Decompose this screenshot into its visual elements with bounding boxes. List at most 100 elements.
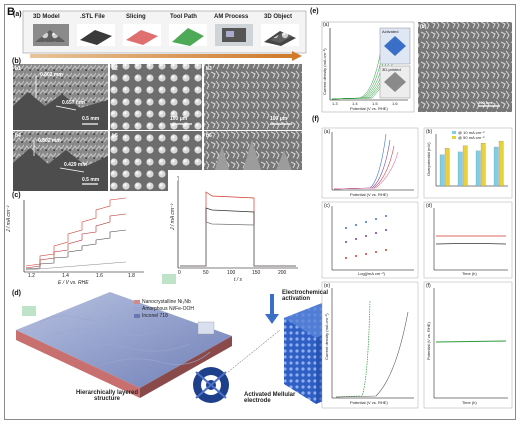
step-slicing-label: Slicing — [126, 14, 146, 20]
sem-b3 — [204, 64, 302, 130]
f-sub-b: (b) — [426, 129, 433, 135]
panel-f — [321, 127, 513, 409]
cv-xtick-3: 1.6 — [96, 273, 103, 279]
step-stl-label: .STL File — [80, 14, 105, 20]
cv-xtick-2: 1.4 — [62, 273, 69, 279]
scale-b5: 100 μm — [170, 177, 188, 183]
f-f-xlabel: Time (h) — [462, 400, 477, 405]
legend-inconel: Inconel 718 — [142, 313, 168, 319]
chrono-xtick-5: 200 — [278, 270, 287, 276]
lsv-plot — [321, 21, 415, 113]
measure-b1-width: 0.657 mm — [62, 100, 85, 106]
scale-b1: 0.5 mm — [82, 116, 100, 122]
sem-b1-label: b1 — [15, 66, 21, 72]
lsv-xlabel: Potential (V vs. RHE) — [350, 106, 388, 111]
layered-caption: Hierarchically layered structure — [75, 390, 139, 402]
chrono-ylabel: J / mA cm⁻² — [170, 203, 176, 230]
cv-xtick-4: 1.8 — [128, 273, 135, 279]
f-sub-d: (d) — [426, 203, 433, 209]
f-e-ylabel: Current density (mA cm⁻²) — [324, 313, 329, 360]
lsv-xtick-1: 1.3 — [332, 101, 338, 106]
lsv-xtick-2: 1.4 — [352, 101, 358, 106]
f-sub-c: (c) — [324, 203, 330, 209]
lsv-xtick-3: 1.5 — [372, 101, 378, 106]
panel-e-label: (e) — [310, 8, 319, 15]
bar-3-1 — [498, 141, 504, 187]
activation-label: Electrochemical activation — [282, 290, 329, 302]
bar-0-0 — [439, 154, 445, 187]
panel-f-label: (f) — [312, 116, 319, 123]
figure-label: B — [7, 6, 15, 18]
cv-ylabel: J / mA cm⁻² — [6, 205, 12, 232]
step-toolpath-label: Tool Path — [170, 14, 197, 20]
panel-e-sub-b: (b) — [420, 24, 427, 30]
bar-legend-swatch-0 — [452, 131, 456, 134]
scale-b2: 100 μm — [170, 116, 188, 122]
step-3d-object-label: 3D Object — [264, 14, 293, 20]
scale-b3: 100 μm — [270, 116, 288, 122]
electrode-caption: Activated Mellular electrode — [244, 392, 296, 404]
chrono-plot — [168, 170, 303, 285]
figure-frame — [4, 4, 516, 420]
schematic-legend — [134, 300, 140, 318]
sem-b2 — [110, 64, 202, 130]
chrono-xlabel: t / s — [234, 277, 243, 283]
scale-b6: 100 μm — [270, 178, 288, 184]
bar-legend-swatch-1 — [452, 136, 456, 139]
f-a-xlabel: Potential (V vs. RHE) — [350, 192, 388, 197]
f-sub-a: (a) — [324, 129, 331, 135]
panel-e-sub-a: (a) — [323, 22, 330, 28]
sem-b4-label: b4 — [15, 133, 21, 139]
f-f-ylabel: Potential (V vs. RHE) — [426, 322, 431, 360]
lsv-ylabel: Current density (mA cm⁻²) — [322, 48, 327, 95]
scale-b4: 0.5 mm — [82, 177, 100, 183]
cv-xtick-1: 1.2 — [28, 273, 35, 279]
bar-2-0 — [475, 150, 481, 187]
legend-nifeooh: Amorphous Ni/Fe-OOH — [142, 306, 194, 312]
chrono-xtick-3: 100 — [227, 270, 236, 276]
inset-printed: 3D-printed — [382, 67, 401, 72]
f-sub-f: (f) — [426, 283, 431, 289]
f-d-xlabel: Time (h) — [462, 271, 477, 276]
step-am-process-label: AM Process — [214, 14, 249, 20]
inset-activated: Activated — [382, 29, 399, 34]
measure-b1-height: 0.802 mm — [40, 72, 63, 78]
measure-b4-height: 0.802 mm — [38, 138, 61, 144]
sem-e-scale: 200 nm — [478, 100, 492, 105]
bar-legend-50: @ 50 mA cm⁻² — [458, 135, 485, 140]
bar-ylabel: Overpotential (mV) — [426, 142, 431, 176]
activation-arrow — [265, 294, 279, 324]
bar-legend-10: @ 10 mA cm⁻² — [458, 130, 485, 135]
bar-3-0 — [493, 146, 499, 187]
panel-c-label: (c) — [12, 192, 21, 199]
bar-layer — [439, 131, 504, 187]
cv-xlabel: E / V vs. RHE — [58, 280, 89, 286]
bar-2-1 — [480, 143, 486, 187]
f-sub-e: (e) — [324, 283, 331, 289]
cv-plot — [14, 195, 149, 280]
chrono-xtick-1: 0 — [178, 270, 181, 276]
f-c-xlabel: Log(j/mA cm⁻²) — [358, 271, 386, 276]
legend-ni3nb: Nanocrystalline Ni₃Nb — [142, 299, 191, 305]
unit-cell — [193, 367, 229, 403]
panel-d-label: (d) — [12, 290, 21, 297]
process-arrow — [30, 51, 302, 61]
f-e-xlabel: Potential (V vs. RHE) — [350, 400, 388, 405]
bar-0-1 — [444, 148, 450, 187]
sem-b6-label: b6 — [206, 133, 212, 139]
sem-b3-label: b3 — [206, 66, 212, 72]
sem-b5-label: b5 — [112, 133, 118, 139]
sem-b2-label: b2 — [112, 66, 118, 72]
bar-1-0 — [457, 151, 463, 187]
step-3d-model-label: 3D Model — [33, 14, 60, 20]
panel-a-label: (a) — [13, 11, 22, 18]
process-strip — [22, 10, 307, 61]
chrono-xtick-4: 150 — [252, 270, 261, 276]
sem-grid — [13, 64, 302, 191]
measure-b4-width: 0.429 mm — [64, 162, 87, 168]
bar-1-1 — [462, 145, 468, 187]
chrono-xtick-2: 50 — [203, 270, 209, 276]
sem-e-b — [418, 22, 512, 112]
